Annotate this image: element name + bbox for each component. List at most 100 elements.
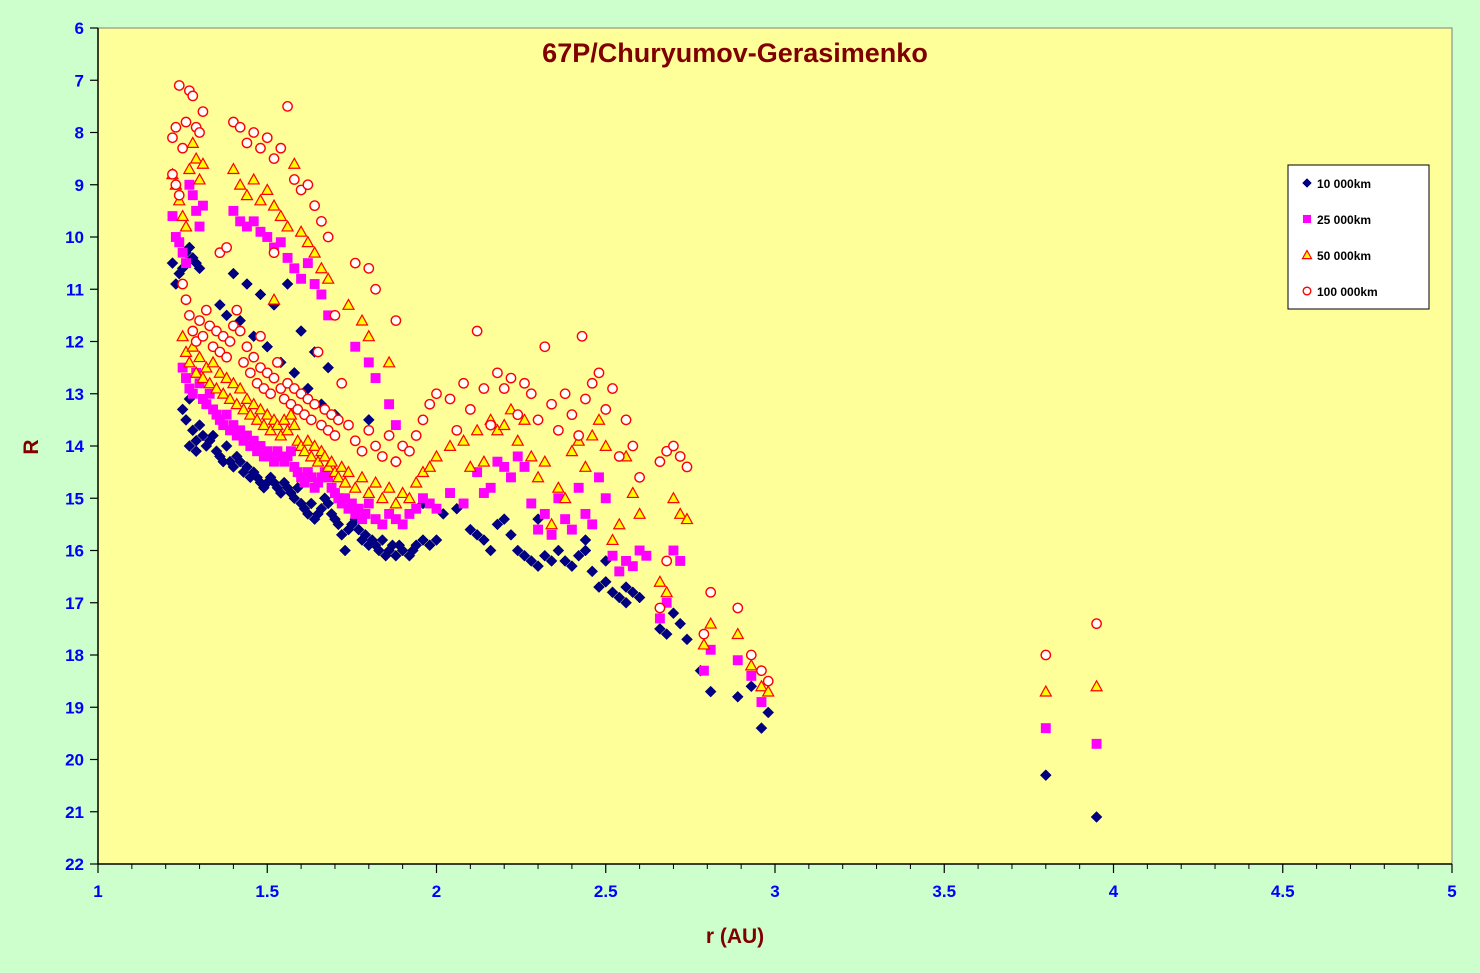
marker-25000km [654,613,665,624]
marker-100000km [349,435,361,447]
marker-25000km [350,341,361,352]
marker-100000km [268,372,280,384]
marker-10000km [302,508,314,520]
marker-25000km [340,493,351,504]
marker-50000km [402,491,416,504]
marker-50000km [626,486,640,499]
marker-50000km [321,272,335,284]
marker-100000km [224,336,236,347]
marker-100000km [170,121,182,133]
marker-50000km [297,444,312,457]
marker-100000km [607,383,618,394]
marker-25000km [360,508,371,519]
marker-10000km [207,429,219,442]
marker-25000km [302,258,313,269]
marker-25000km [167,211,178,222]
marker-10000km [471,528,483,541]
marker-50000km [697,637,711,650]
marker-50000km [233,178,247,190]
marker-25000km [221,409,232,420]
marker-25000km [705,644,716,655]
marker-50000km [423,460,437,472]
marker-10000km [626,586,639,599]
marker-10000km [552,544,565,557]
marker-100000km [241,341,253,353]
marker-10000km [332,518,345,531]
marker-50000km [304,449,318,462]
marker-25000km [319,467,330,478]
marker-25000km [272,446,283,457]
marker-50000km [545,517,559,530]
marker-25000km [184,383,195,394]
marker-25000km [499,461,510,472]
marker-25000km [336,498,347,509]
marker-25000km [228,205,239,216]
marker-100000km [221,351,233,363]
marker-25000km [228,420,239,431]
marker-25000km [492,456,503,467]
marker-10000km [254,288,267,301]
marker-10000km [559,555,571,567]
marker-50000km [182,355,196,368]
y-tick-label: 11 [66,280,84,299]
marker-50000km [335,460,349,472]
marker-50000km [744,658,758,671]
marker-25000km [363,498,374,509]
marker-100000km [566,409,578,421]
marker-50000km [531,470,545,483]
marker-10000km [572,549,585,562]
y-tick-label: 8 [75,124,84,143]
marker-50000km [341,298,356,310]
marker-10000km [613,591,626,604]
marker-25000km [370,514,381,525]
marker-25000km [323,472,334,483]
marker-100000km [410,430,422,441]
marker-100000km [654,602,666,614]
marker-10000km [423,539,436,552]
marker-50000km [666,491,680,504]
legend-label: 50 000km [1317,249,1371,263]
marker-50000km [237,402,251,415]
marker-100000km [444,393,456,405]
marker-50000km [206,355,220,368]
marker-25000km [607,550,618,561]
marker-50000km [1090,679,1104,692]
marker-100000km-legend [1302,286,1312,296]
marker-10000km [674,617,687,630]
marker-25000km [553,493,564,504]
marker-100000km [272,357,283,368]
marker-25000km [418,493,428,504]
marker-50000km [233,381,247,394]
marker-50000km [633,507,647,519]
marker-50000km [731,627,745,640]
marker-100000km [197,330,209,342]
marker-10000km [166,257,179,269]
marker-50000km [240,188,254,201]
marker-25000km [566,524,577,535]
marker-10000km [491,518,504,531]
marker-100000km [576,330,588,342]
marker-25000km [208,404,219,415]
marker-50000km [230,397,244,410]
marker-10000km [390,549,402,562]
marker-10000km [660,628,673,640]
marker-100000km [231,304,243,316]
marker-25000km [445,488,455,498]
marker-25000km [309,279,320,289]
marker-25000km-legend [1302,214,1312,224]
marker-100000km [322,231,334,243]
marker-50000km [660,585,674,598]
marker-10000km [484,544,497,557]
marker-50000km-legend [1301,249,1313,260]
marker-50000km [382,481,396,493]
marker-10000km [532,560,544,573]
marker-50000km [1039,684,1053,697]
marker-25000km [289,263,300,274]
marker-10000km-legend [1302,178,1312,188]
marker-10000km [352,523,365,536]
marker-25000km [258,451,269,462]
marker-100000km [173,189,185,201]
marker-100000km [492,367,503,379]
marker-10000km [518,549,531,562]
marker-25000km [458,498,469,509]
